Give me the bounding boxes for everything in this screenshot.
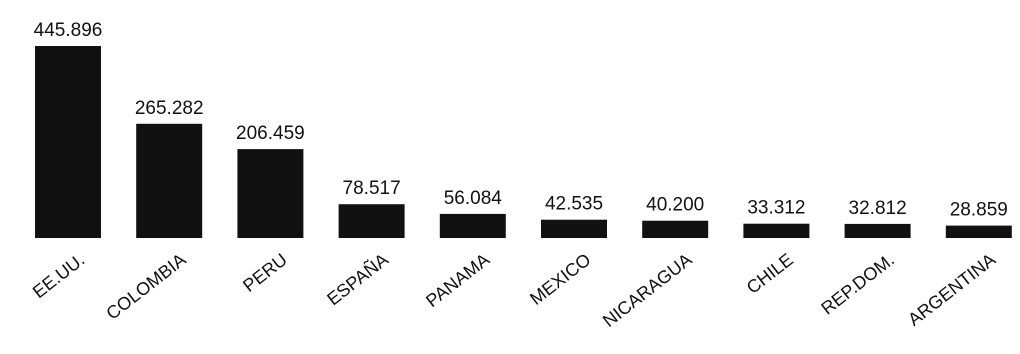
bar-mexico — [541, 219, 607, 238]
category-label-argentina: ARGENTINA — [904, 249, 999, 329]
bar-argentina — [945, 225, 1012, 238]
category-label-mexico: MEXICO — [526, 249, 594, 308]
bar-chile — [743, 223, 810, 238]
bar-colombia — [136, 123, 203, 238]
category-label-rep-dom: REP.DOM. — [817, 249, 898, 318]
category-label-ee-uu: EE.UU. — [29, 249, 89, 302]
category-label-españa: ESPAÑA — [323, 249, 392, 310]
category-label-panama: PANAMA — [422, 249, 493, 311]
value-label-mexico: 42.535 — [545, 194, 603, 215]
bar-peru — [237, 149, 304, 238]
bar-ee-uu — [35, 46, 101, 238]
bar-españa — [338, 204, 405, 238]
bars-layer — [35, 46, 1012, 238]
value-label-españa: 78.517 — [343, 178, 401, 199]
value-label-panama: 56.084 — [444, 188, 503, 209]
value-label-chile: 33.312 — [747, 198, 805, 219]
bar-rep-dom — [844, 223, 911, 238]
value-labels-layer: 445.896 265.282 206.459 78.517 56.084 42.535 4… — [34, 20, 1008, 221]
category-label-nicaragua: NICARAGUA — [599, 249, 696, 331]
category-label-peru: PERU — [239, 249, 291, 296]
value-label-nicaragua: 40.200 — [646, 195, 704, 216]
bar-nicaragua — [642, 220, 709, 238]
category-labels-layer: EE.UU. COLOMBIA PERU ESPAÑA PANAMA MEXICO NICA… — [29, 249, 999, 331]
value-label-rep-dom: 32.812 — [849, 198, 907, 219]
category-label-colombia: COLOMBIA — [102, 249, 189, 323]
value-label-ee-uu: 445.896 — [34, 20, 103, 41]
value-label-colombia: 265.282 — [135, 98, 204, 119]
category-label-chile: CHILE — [743, 249, 797, 297]
bar-panama — [439, 213, 506, 238]
value-label-argentina: 28.859 — [950, 200, 1008, 221]
value-label-peru: 206.459 — [236, 123, 305, 144]
